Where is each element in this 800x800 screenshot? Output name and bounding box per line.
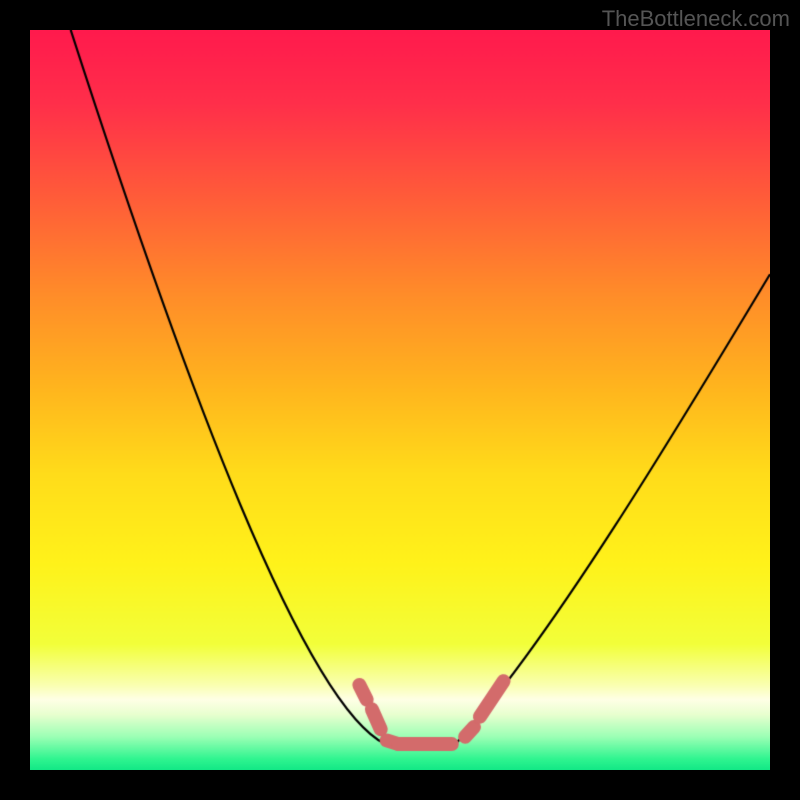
watermark-text: TheBottleneck.com bbox=[602, 6, 790, 32]
chart-stage: TheBottleneck.com bbox=[0, 0, 800, 800]
chart-canvas bbox=[30, 30, 770, 770]
plot-area bbox=[30, 30, 770, 770]
